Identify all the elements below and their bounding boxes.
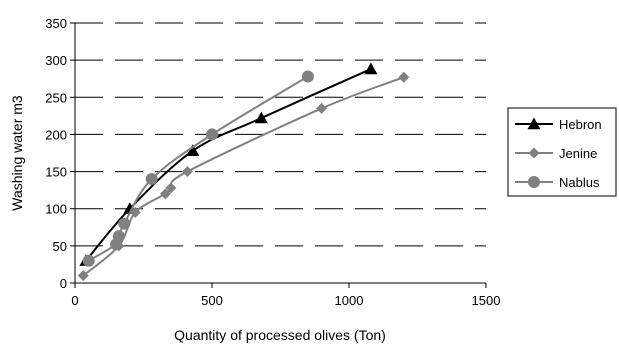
legend-item-jenine: Jenine — [515, 146, 597, 161]
legend-label-nablus: Nablus — [559, 175, 600, 190]
y-tick-label: 200 — [45, 127, 67, 142]
data-point-nablus — [145, 173, 158, 185]
y-tick-label: 150 — [45, 165, 67, 180]
data-point-jenine — [316, 102, 328, 114]
data-point-jenine — [159, 188, 171, 200]
series-jenine — [77, 71, 410, 282]
legend-marker-hebron — [527, 117, 541, 130]
series — [77, 62, 410, 282]
x-tick-label: 1500 — [472, 293, 501, 308]
legend-marker-jenine — [528, 147, 540, 159]
data-point-nablus — [206, 128, 218, 141]
data-point-jenine — [77, 270, 89, 282]
series-line-hebron — [85, 68, 372, 262]
gridlines — [75, 22, 486, 247]
data-point-nablus — [112, 230, 125, 243]
y-tick-label: 100 — [45, 202, 67, 217]
x-tick-label: 1000 — [335, 293, 364, 308]
y-tick-label: 300 — [45, 53, 67, 68]
legend-label-jenine: Jenine — [559, 146, 597, 161]
data-point-jenine — [129, 206, 141, 218]
y-tick-label: 50 — [53, 239, 67, 254]
x-axis-title: Quantity of processed olives (Ton) — [174, 327, 386, 343]
legend-item-nablus: Nablus — [515, 175, 600, 190]
data-point-nablus — [82, 254, 95, 267]
data-point-jenine — [181, 166, 193, 178]
y-tick-label: 250 — [45, 90, 67, 105]
legend-item-hebron: Hebron — [515, 117, 602, 132]
data-point-jenine — [398, 71, 410, 83]
y-tick-label: 0 — [60, 276, 67, 291]
data-point-hebron — [364, 62, 378, 75]
data-point-hebron — [254, 111, 268, 124]
data-point-hebron — [186, 144, 200, 156]
data-point-nablus — [118, 217, 131, 230]
legend: Hebron Jenine Nablus — [507, 107, 617, 197]
legend-marker-nablus — [528, 176, 540, 188]
y-tick-label: 350 — [45, 16, 67, 31]
legend-label-hebron: Hebron — [559, 117, 602, 132]
tick-labels: 0 50 100 150 200 250 300 350 0 500 1000 1500 — [45, 16, 500, 308]
data-point-jenine — [165, 182, 177, 194]
x-tick-label: 500 — [201, 293, 223, 308]
axes — [74, 23, 486, 284]
y-axis-title: Washing water m3 — [9, 95, 25, 211]
x-tick-label: 0 — [71, 293, 78, 308]
data-point-nablus — [301, 70, 314, 83]
series-nablus — [82, 70, 314, 267]
